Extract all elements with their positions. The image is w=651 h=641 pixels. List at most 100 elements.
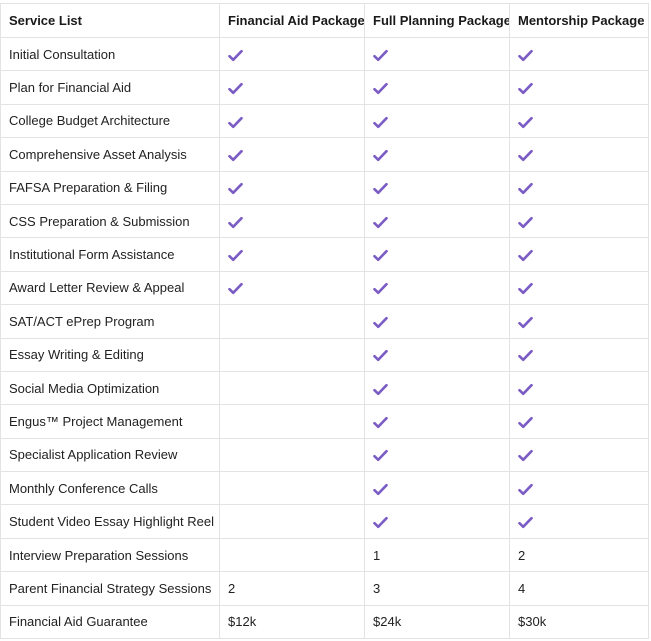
checkmark-icon — [518, 149, 533, 162]
service-name: Social Media Optimization — [9, 380, 160, 396]
service-name-cell: Essay Writing & Editing — [0, 337, 220, 372]
cell-value: $12k — [228, 614, 257, 630]
service-name-cell: Plan for Financial Aid — [0, 70, 220, 105]
financial-aid-cell: 2 — [219, 571, 365, 606]
service-name-cell: Financial Aid Guarantee — [0, 604, 220, 640]
checkmark-icon — [518, 249, 533, 262]
financial-aid-cell — [219, 337, 365, 372]
table-row: Award Letter Review & Appeal — [0, 270, 649, 306]
table-row: Comprehensive Asset Analysis — [0, 137, 649, 172]
full-planning-cell: 1 — [364, 537, 510, 573]
cell-value: 3 — [373, 580, 381, 596]
service-name-cell: CSS Preparation & Submission — [0, 203, 220, 239]
service-name-cell: Interview Preparation Sessions — [0, 537, 220, 573]
mentorship-cell — [509, 237, 649, 272]
table-row: Specialist Application Review — [0, 437, 649, 473]
service-name-cell: Initial Consultation — [0, 36, 220, 72]
checkmark-icon — [228, 116, 243, 129]
service-name: Financial Aid Guarantee — [9, 614, 148, 630]
checkmark-icon — [373, 282, 388, 295]
service-name-cell: Social Media Optimization — [0, 370, 220, 406]
mentorship-cell — [509, 70, 649, 105]
full-planning-cell — [364, 471, 510, 506]
checkmark-icon — [518, 516, 533, 529]
full-planning-cell — [364, 337, 510, 372]
full-planning-cell — [364, 504, 510, 539]
service-name: Essay Writing & Editing — [9, 347, 144, 363]
header-row: Service List Financial Aid Package Full … — [0, 3, 649, 38]
full-planning-cell — [364, 370, 510, 406]
service-name-cell: SAT/ACT ePrep Program — [0, 304, 220, 339]
financial-aid-cell — [219, 437, 365, 473]
mentorship-cell — [509, 337, 649, 372]
checkmark-icon — [373, 149, 388, 162]
mentorship-cell — [509, 471, 649, 506]
mentorship-cell — [509, 504, 649, 539]
checkmark-icon — [228, 149, 243, 162]
service-name: CSS Preparation & Submission — [9, 213, 190, 229]
checkmark-icon — [373, 383, 388, 396]
table-row: Student Video Essay Highlight Reel — [0, 504, 649, 539]
checkmark-icon — [518, 349, 533, 362]
checkmark-icon — [518, 182, 533, 195]
checkmark-icon — [518, 116, 533, 129]
mentorship-cell — [509, 36, 649, 72]
checkmark-icon — [228, 249, 243, 262]
financial-aid-cell — [219, 103, 365, 139]
checkmark-icon — [373, 449, 388, 462]
service-name: Initial Consultation — [9, 46, 116, 62]
table-row: Initial Consultation — [0, 36, 649, 72]
service-name: Parent Financial Strategy Sessions — [9, 580, 212, 596]
table-row: Interview Preparation Sessions 1 2 — [0, 537, 649, 573]
service-name: Student Video Essay Highlight Reel — [9, 514, 214, 530]
column-header-mentorship-package: Mentorship Package — [509, 3, 649, 38]
mentorship-cell: 2 — [509, 537, 649, 573]
mentorship-cell: 4 — [509, 571, 649, 606]
full-planning-cell — [364, 137, 510, 172]
mentorship-cell — [509, 170, 649, 205]
financial-aid-cell — [219, 471, 365, 506]
service-name-cell: Award Letter Review & Appeal — [0, 270, 220, 306]
checkmark-icon — [228, 216, 243, 229]
checkmark-icon — [228, 49, 243, 62]
checkmark-icon — [373, 316, 388, 329]
full-planning-cell — [364, 237, 510, 272]
financial-aid-cell — [219, 70, 365, 105]
checkmark-icon — [228, 282, 243, 295]
checkmark-icon — [518, 483, 533, 496]
checkmark-icon — [518, 416, 533, 429]
checkmark-icon — [228, 182, 243, 195]
service-name: Monthly Conference Calls — [9, 480, 158, 496]
service-name: Plan for Financial Aid — [9, 80, 132, 96]
mentorship-cell — [509, 370, 649, 406]
financial-aid-cell — [219, 270, 365, 306]
cell-value: 4 — [518, 580, 526, 596]
mentorship-cell — [509, 270, 649, 306]
full-planning-cell — [364, 404, 510, 439]
service-name: Institutional Form Assistance — [9, 247, 175, 263]
checkmark-icon — [228, 82, 243, 95]
checkmark-icon — [373, 416, 388, 429]
table-row: Monthly Conference Calls — [0, 471, 649, 506]
checkmark-icon — [518, 449, 533, 462]
checkmark-icon — [373, 516, 388, 529]
checkmark-icon — [373, 49, 388, 62]
checkmark-icon — [373, 116, 388, 129]
service-name: FAFSA Preparation & Filing — [9, 180, 168, 196]
table-row: Essay Writing & Editing — [0, 337, 649, 372]
service-name-cell: Parent Financial Strategy Sessions — [0, 571, 220, 606]
checkmark-icon — [518, 82, 533, 95]
cell-value: 2 — [228, 580, 236, 596]
service-name: Engus™ Project Management — [9, 413, 183, 429]
cell-value: $30k — [518, 614, 547, 630]
financial-aid-cell — [219, 370, 365, 406]
service-name-cell: Comprehensive Asset Analysis — [0, 137, 220, 172]
full-planning-cell — [364, 170, 510, 205]
checkmark-icon — [518, 282, 533, 295]
financial-aid-cell — [219, 504, 365, 539]
table-row: Social Media Optimization — [0, 370, 649, 406]
column-header-service-list: Service List — [0, 3, 220, 38]
full-planning-cell — [364, 270, 510, 306]
table-row: College Budget Architecture — [0, 103, 649, 139]
cell-value: 2 — [518, 547, 526, 563]
